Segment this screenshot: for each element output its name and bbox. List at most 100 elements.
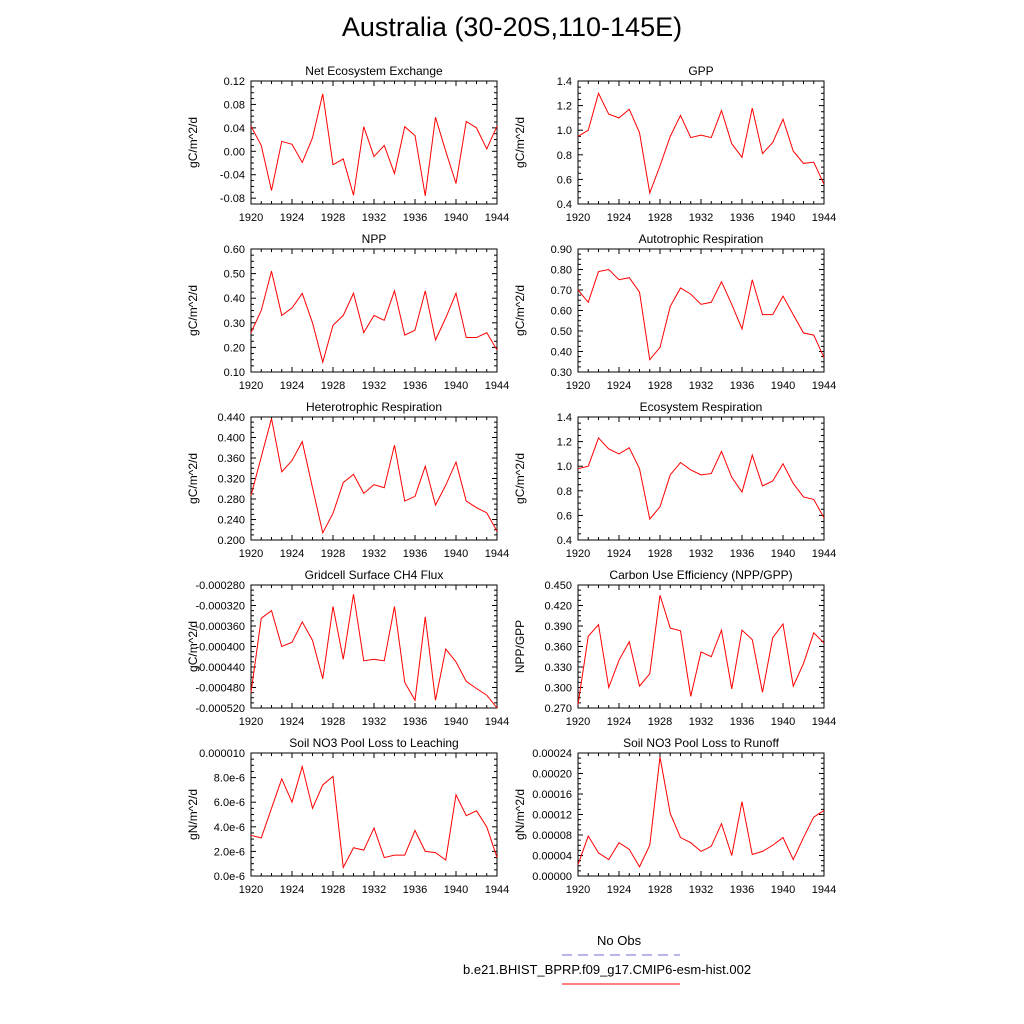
x-tick-label: 1924 xyxy=(607,716,631,728)
y-tick-label: 0.70 xyxy=(551,285,572,297)
x-tick-label: 1928 xyxy=(321,212,345,224)
plot-frame xyxy=(577,416,825,541)
y-axis-label: gN/m^2/d xyxy=(186,789,200,840)
y-tick-label: 0.330 xyxy=(544,662,572,674)
y-tick-label: -0.08 xyxy=(220,193,245,205)
x-tick-label: 1936 xyxy=(730,380,754,392)
chart-title: Heterotrophic Respiration xyxy=(306,400,442,414)
y-tick-label: 0.400 xyxy=(217,433,245,445)
chart-title: Soil NO3 Pool Loss to Leaching xyxy=(289,736,458,750)
series-line xyxy=(577,268,825,361)
x-tick-label: 1944 xyxy=(485,212,509,224)
x-tick-label: 1936 xyxy=(403,380,427,392)
x-tick-label: 1936 xyxy=(730,548,754,560)
x-tick-label: 1920 xyxy=(566,548,590,560)
x-tick-label: 1920 xyxy=(239,884,263,896)
y-tick-label: 0.320 xyxy=(217,474,245,486)
x-tick-label: 1928 xyxy=(648,884,672,896)
x-tick-label: 1936 xyxy=(403,716,427,728)
x-tick-label: 1944 xyxy=(812,212,836,224)
x-tick-label: 1928 xyxy=(321,884,345,896)
y-tick-label: 0.8 xyxy=(557,150,572,162)
x-tick-label: 1924 xyxy=(607,884,631,896)
y-axis-label: gC/m^2/d xyxy=(186,453,200,504)
chart-panel-6: Ecosystem Respiration gC/m^2/d 1920 1924 192… xyxy=(513,400,836,560)
plot-frame xyxy=(577,752,825,877)
y-tick-label: 0.10 xyxy=(224,367,245,379)
chart-title: NPP xyxy=(362,232,387,246)
x-tick-label: 1940 xyxy=(771,380,795,392)
x-tick-label: 1932 xyxy=(362,380,386,392)
y-tick-label: 1.2 xyxy=(557,101,572,113)
x-tick-label: 1940 xyxy=(444,212,468,224)
y-tick-label: -0.000320 xyxy=(195,601,245,613)
x-tick-label: 1936 xyxy=(403,884,427,896)
x-tick-label: 1940 xyxy=(771,548,795,560)
y-tick-label: -0.000280 xyxy=(195,580,245,592)
y-axis-label: gC/m^2/d xyxy=(513,453,527,504)
y-tick-label: 0.12 xyxy=(224,76,245,88)
y-tick-label: 0.40 xyxy=(224,293,245,305)
x-tick-label: 1932 xyxy=(689,548,713,560)
x-tick-label: 1932 xyxy=(362,548,386,560)
x-tick-label: 1936 xyxy=(730,884,754,896)
y-tick-label: 0.200 xyxy=(217,535,245,547)
y-tick-label: 0.04 xyxy=(224,123,245,135)
y-tick-label: -0.000360 xyxy=(195,621,245,633)
legend-model-label: b.e21.BHIST_BPRP.f09_g17.CMIP6-esm-hist.… xyxy=(463,962,752,977)
y-tick-label: 0.90 xyxy=(551,244,572,256)
y-tick-label: 0.390 xyxy=(544,621,572,633)
y-tick-label: 0.00004 xyxy=(532,851,572,863)
series-line xyxy=(250,594,498,709)
plot-frame xyxy=(250,584,498,709)
series-line xyxy=(250,418,498,535)
x-tick-label: 1940 xyxy=(771,212,795,224)
page-title: Australia (30-20S,110-145E) xyxy=(341,12,683,42)
y-axis-label: gC/m^2/d xyxy=(513,285,527,336)
y-tick-label: 0.00008 xyxy=(532,830,572,842)
x-tick-label: 1944 xyxy=(485,884,509,896)
x-tick-label: 1924 xyxy=(607,380,631,392)
x-tick-label: 1940 xyxy=(444,380,468,392)
x-tick-label: 1936 xyxy=(730,212,754,224)
series-line xyxy=(250,764,498,870)
y-tick-label: 0.360 xyxy=(217,453,245,465)
x-tick-label: 1932 xyxy=(689,716,713,728)
chart-panel-4: Autotrophic Respiration gC/m^2/d 1920 1924 1… xyxy=(513,232,836,392)
x-tick-label: 1944 xyxy=(812,548,836,560)
x-tick-label: 1928 xyxy=(321,716,345,728)
x-tick-label: 1928 xyxy=(321,548,345,560)
y-tick-label: 0.00 xyxy=(224,146,245,158)
x-tick-label: 1928 xyxy=(321,380,345,392)
y-tick-label: 0.440 xyxy=(217,412,245,424)
y-tick-label: 0.00000 xyxy=(532,871,572,883)
y-tick-label: 0.4 xyxy=(557,535,572,547)
x-tick-label: 1940 xyxy=(771,884,795,896)
x-tick-label: 1940 xyxy=(444,716,468,728)
y-tick-label: 0.08 xyxy=(224,99,245,111)
y-tick-label: 0.00024 xyxy=(532,748,572,760)
legend-obs-line xyxy=(562,954,680,956)
series-line xyxy=(250,93,498,196)
y-tick-label: 6.0e-6 xyxy=(214,797,245,809)
y-tick-label: 0.4 xyxy=(557,199,572,211)
y-tick-label: 0.0e-6 xyxy=(214,871,245,883)
y-tick-label: 0.00016 xyxy=(532,789,572,801)
y-tick-label: -0.000400 xyxy=(195,642,245,654)
series-line xyxy=(577,436,825,521)
x-tick-label: 1920 xyxy=(566,380,590,392)
y-tick-label: 1.4 xyxy=(557,412,572,424)
x-tick-label: 1924 xyxy=(280,548,304,560)
x-tick-label: 1924 xyxy=(280,716,304,728)
y-tick-label: 0.8 xyxy=(557,486,572,498)
x-tick-label: 1932 xyxy=(689,212,713,224)
x-tick-label: 1920 xyxy=(566,884,590,896)
y-axis-label: NPP/GPP xyxy=(513,620,527,673)
x-tick-label: 1928 xyxy=(648,548,672,560)
x-tick-label: 1940 xyxy=(771,716,795,728)
x-tick-label: 1940 xyxy=(444,548,468,560)
y-tick-label: 0.360 xyxy=(544,642,572,654)
y-tick-label: 0.300 xyxy=(544,683,572,695)
chart-panel-9: Soil NO3 Pool Loss to Leaching gN/m^2/d 19… xyxy=(186,736,509,896)
